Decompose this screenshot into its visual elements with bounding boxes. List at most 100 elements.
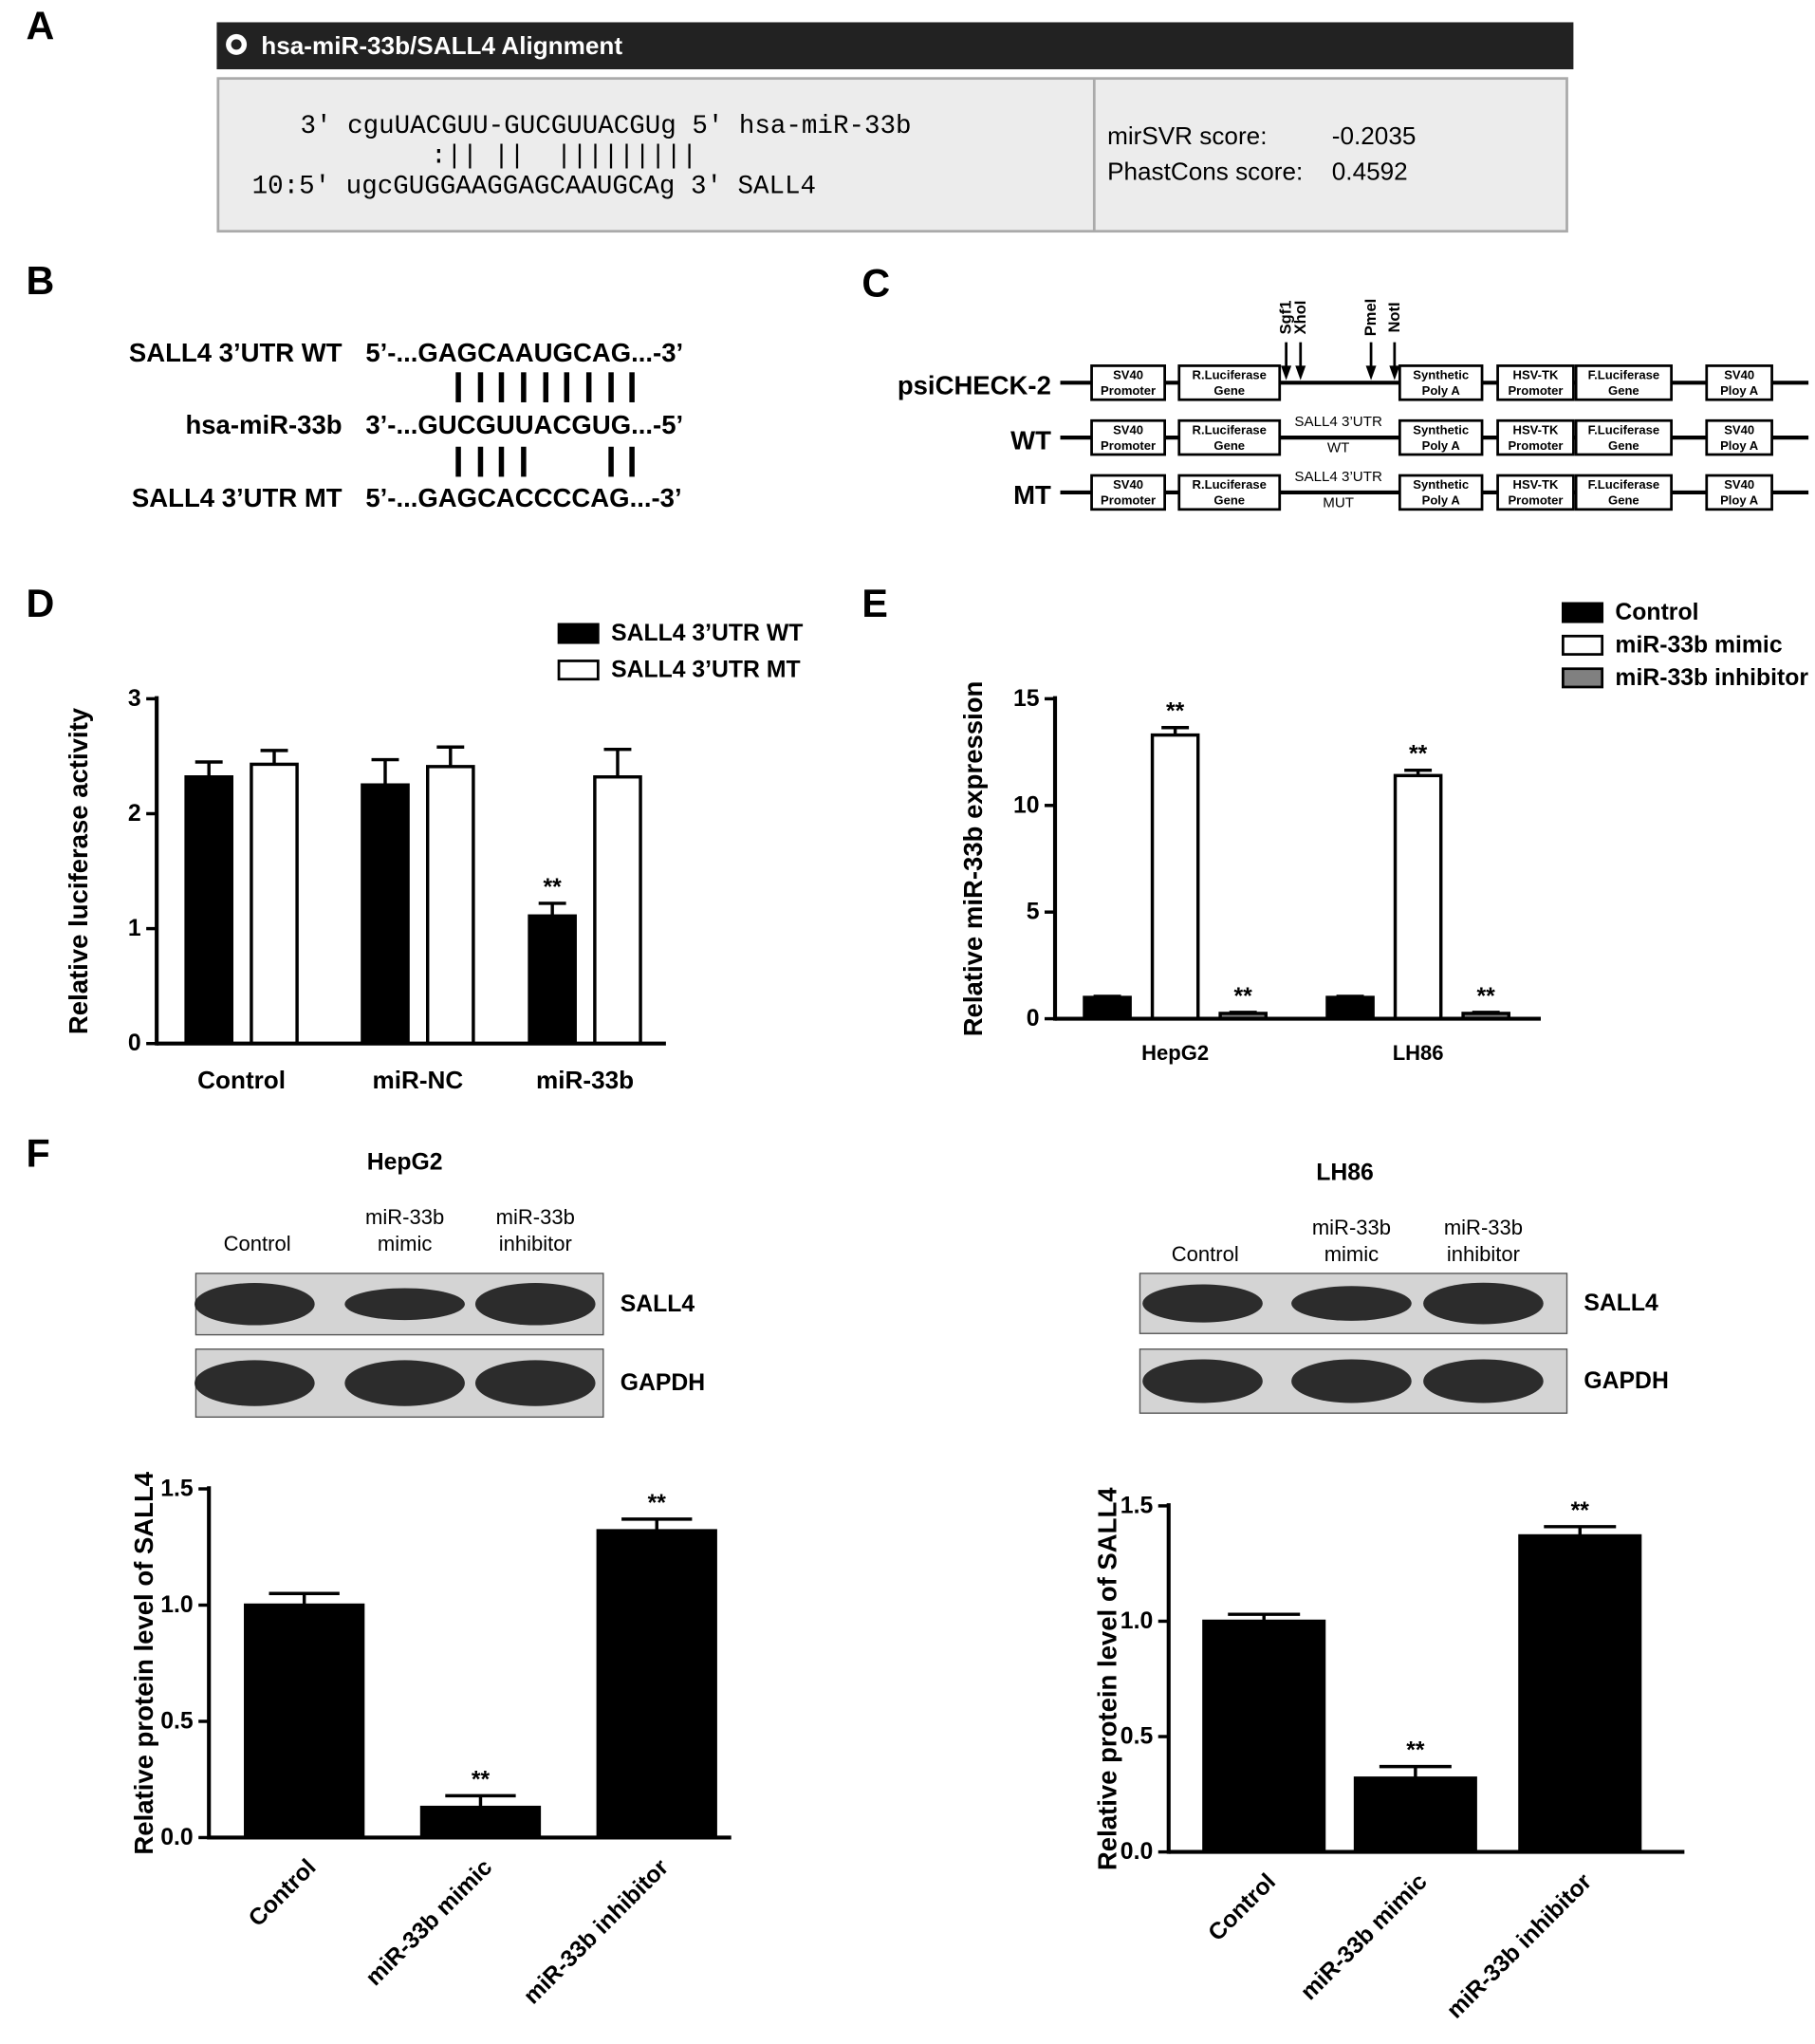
bar <box>244 1603 365 1840</box>
y-tick-label: 15 <box>1013 686 1040 712</box>
element-label: Ploy A <box>1720 383 1759 398</box>
y-tick-label: 1.0 <box>1120 1608 1153 1634</box>
construct-element <box>1090 364 1166 401</box>
element-label: Promoter <box>1508 383 1563 398</box>
pairing-bars <box>455 372 635 477</box>
element-label: Gene <box>1213 438 1245 453</box>
blot-band <box>474 1283 596 1326</box>
blot-band <box>1423 1359 1544 1403</box>
element-label: Poly A <box>1422 438 1461 453</box>
site-label: NotI <box>1386 302 1403 332</box>
panel-letter: E <box>861 582 888 625</box>
element-label: F.Luciferase <box>1588 477 1660 492</box>
construct-element <box>1705 364 1773 401</box>
alignment-header <box>216 22 1574 70</box>
score-value: 0.4592 <box>1332 157 1408 185</box>
site-label: XhoI <box>1292 301 1309 335</box>
lane-label: Control <box>1172 1242 1239 1266</box>
element-label: Gene <box>1213 493 1245 508</box>
element-label: Ploy A <box>1720 438 1759 453</box>
alignment-title: hsa-miR-33b/SALL4 Alignment <box>261 31 622 60</box>
element-label: SV40 <box>1113 477 1143 492</box>
bar <box>1083 995 1132 1021</box>
legend-swatch <box>557 622 600 644</box>
lane-label: miR-33b <box>1444 1216 1523 1239</box>
protein-label: GAPDH <box>620 1370 705 1396</box>
x-tick-label: miR-NC <box>373 1066 464 1094</box>
panel-letter: B <box>27 259 55 303</box>
significance: ** <box>1409 742 1428 768</box>
y-tick-label: 0.0 <box>160 1825 193 1850</box>
blot-band <box>1291 1359 1412 1403</box>
lane-label: inhibitor <box>1447 1242 1520 1266</box>
element-label: F.Luciferase <box>1588 422 1660 437</box>
construct-element <box>1177 418 1282 456</box>
construct-element <box>1177 474 1282 511</box>
element-label: R.Luciferase <box>1193 422 1267 437</box>
legend-label: Control <box>1615 600 1698 625</box>
legend-label: miR-33b mimic <box>1615 632 1782 658</box>
legend-swatch <box>1562 634 1604 656</box>
panel-letter: A <box>27 5 55 48</box>
element-label: SV40 <box>1724 368 1754 382</box>
insert-label: WT <box>1327 440 1350 456</box>
alignment-box <box>216 77 1568 233</box>
alignment-line: :|| || ||||||||| <box>431 142 697 172</box>
construct-label: psiCHECK-2 <box>898 371 1051 400</box>
element-label: Synthetic <box>1413 477 1469 492</box>
site-arrowhead <box>1295 365 1306 381</box>
significance: ** <box>544 875 563 901</box>
blot-band <box>194 1283 315 1326</box>
blot-band <box>1142 1284 1263 1323</box>
element-label: Synthetic <box>1413 368 1469 382</box>
score-label: PhastCons score: <box>1107 157 1303 185</box>
protein-label: GAPDH <box>1583 1368 1668 1394</box>
site-arrowhead <box>1281 365 1292 381</box>
x-tick-label: miR-33b <box>536 1066 634 1094</box>
element-label: Gene <box>1608 493 1639 508</box>
site-arrowhead <box>1389 365 1400 381</box>
construct-element <box>1574 418 1673 456</box>
blot-title: LH86 <box>1316 1160 1374 1185</box>
bar <box>1353 1776 1477 1854</box>
insert-label: SALL4 3’UTR <box>1294 469 1382 485</box>
lane-label: miR-33b <box>365 1205 444 1229</box>
y-tick-label: 0.0 <box>1120 1839 1153 1865</box>
bar <box>528 914 577 1046</box>
header-icon <box>231 39 242 50</box>
y-axis-label: Relative protein level of SALL4 <box>129 1471 158 1854</box>
element-label: HSV-TK <box>1513 477 1559 492</box>
alignment-line: 10:5' ugcGUGGAAGGAGCAAUGCAg 3' SALL4 <box>252 172 816 201</box>
y-tick-label: 0.5 <box>160 1708 194 1734</box>
lane-label: inhibitor <box>499 1232 572 1255</box>
sequence: 3’-...GUCGUUACGUG...-5’ <box>365 410 683 439</box>
insert-label: MUT <box>1323 494 1354 511</box>
bar <box>419 1805 542 1840</box>
blot-title: HepG2 <box>367 1149 443 1175</box>
legend-label: SALL4 3’UTR MT <box>611 658 801 683</box>
element-label: F.Luciferase <box>1588 368 1660 382</box>
sequence: 5’-...GAGCAAUGCAG...-3’ <box>365 338 683 367</box>
construct-element <box>1090 418 1166 456</box>
construct-element <box>1398 474 1484 511</box>
lane-label: Control <box>224 1232 291 1255</box>
lane-label: mimic <box>378 1232 432 1255</box>
legend-label: SALL4 3’UTR WT <box>611 621 803 646</box>
protein-label: SALL4 <box>620 1291 695 1317</box>
y-tick-label: 0 <box>1027 1006 1040 1031</box>
element-label: Promoter <box>1508 438 1563 453</box>
significance: ** <box>1571 1498 1590 1524</box>
y-tick-label: 0.5 <box>1120 1724 1154 1750</box>
element-label: Poly A <box>1422 383 1461 398</box>
bar <box>184 775 234 1046</box>
y-axis-label: Relative luciferase activity <box>64 707 93 1034</box>
element-label: Poly A <box>1422 493 1461 508</box>
y-tick-label: 0 <box>128 1031 141 1056</box>
element-label: HSV-TK <box>1513 368 1559 382</box>
lane-label: miR-33b <box>1312 1216 1391 1239</box>
construct-label: WT <box>1010 425 1051 455</box>
y-tick-label: 3 <box>128 686 141 712</box>
legend-swatch <box>1562 667 1604 689</box>
construct-element <box>1574 474 1673 511</box>
element-label: Promoter <box>1101 383 1156 398</box>
